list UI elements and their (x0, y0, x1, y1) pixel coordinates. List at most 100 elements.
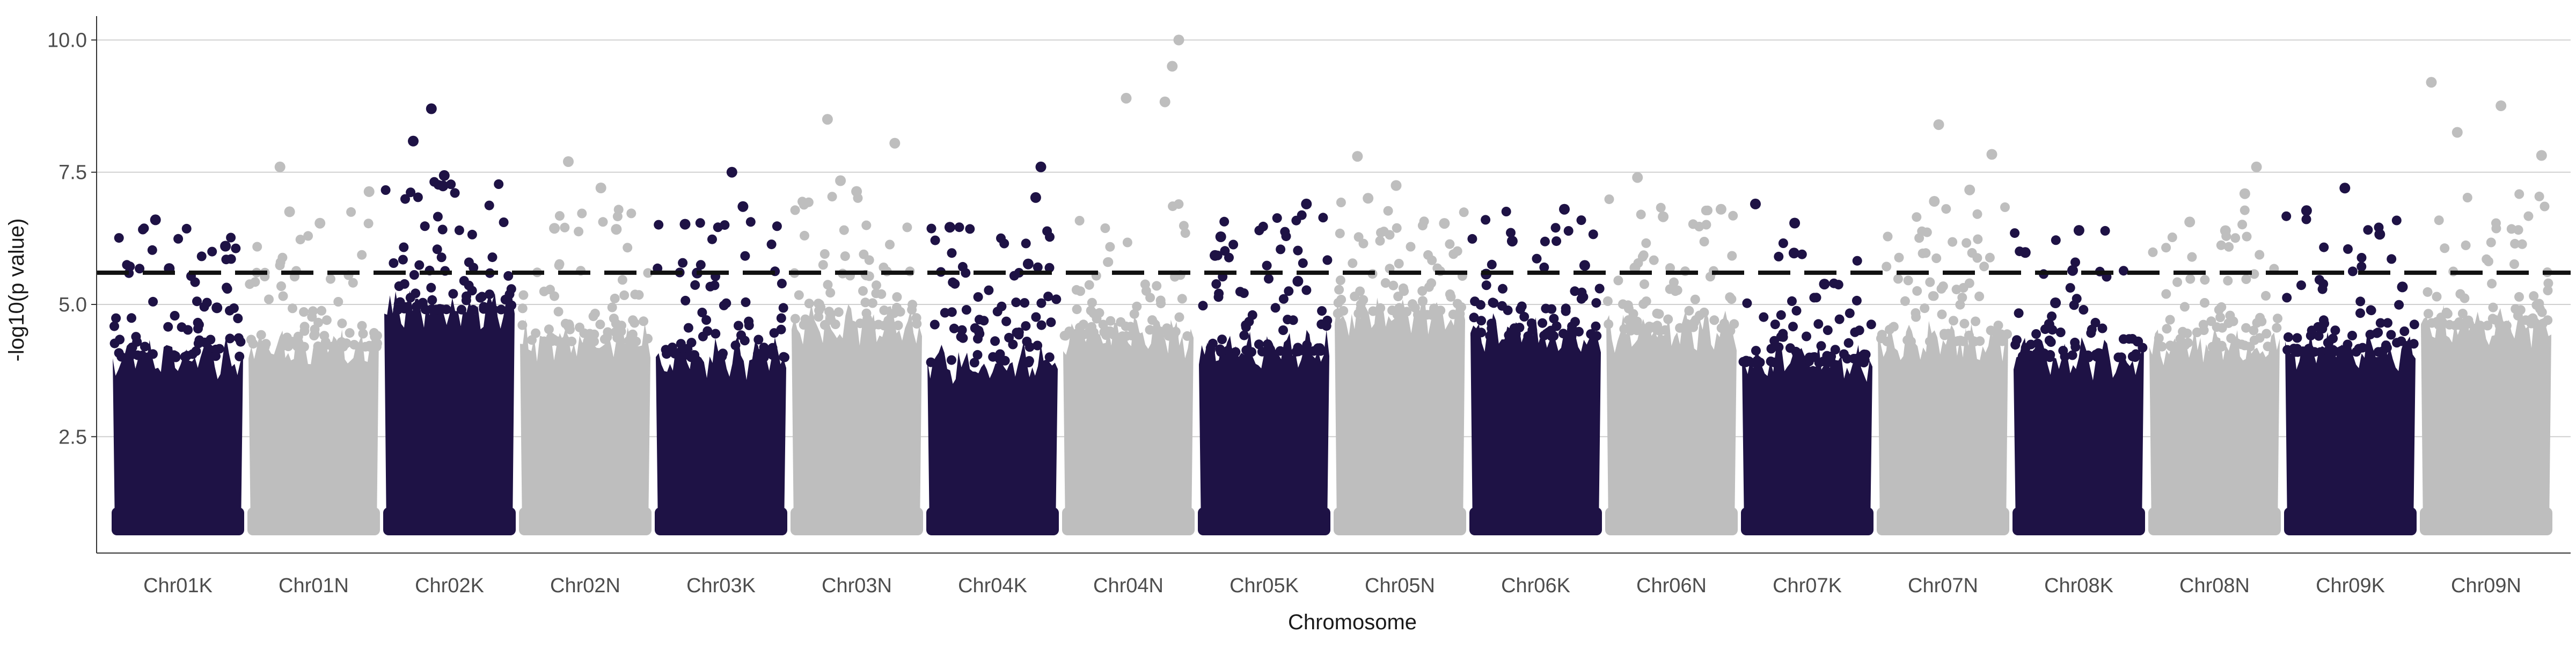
snp-point (1912, 212, 1922, 222)
snp-point (1561, 303, 1571, 314)
snp-peak-point (1750, 198, 1761, 209)
dense-band (1470, 313, 1601, 529)
snp-point (518, 290, 529, 300)
snp-point (2055, 328, 2066, 337)
snp-point (2113, 352, 2124, 362)
snp-point (2000, 202, 2010, 212)
snp-point (803, 197, 814, 207)
snp-point (2487, 279, 2497, 289)
snp-point (313, 341, 323, 351)
snp-point (114, 348, 124, 358)
snp-point (696, 260, 706, 270)
snp-point (544, 324, 554, 335)
snp-point (1766, 344, 1776, 354)
snp-point (719, 300, 729, 310)
snp-point (2010, 228, 2020, 238)
snp-point (461, 295, 471, 306)
snp-point (327, 341, 337, 352)
snp-point (957, 261, 968, 272)
snp-point (457, 304, 466, 315)
snp-point (639, 316, 649, 326)
snp-point (2178, 326, 2188, 337)
snp-point (1809, 293, 1819, 303)
snp-point (485, 289, 495, 300)
snp-point (2157, 341, 2167, 352)
dense-band (520, 319, 651, 529)
snp-peak-point (1715, 203, 1726, 215)
snp-point (467, 229, 477, 239)
snp-point (1974, 292, 1985, 301)
snp-point (1297, 210, 1307, 220)
snp-peak-point (1929, 196, 1940, 207)
snp-point (2323, 338, 2333, 348)
dense-band (113, 336, 244, 529)
snp-point (1688, 219, 1698, 229)
snp-point (2072, 294, 2082, 304)
snp-point (2534, 191, 2544, 201)
snp-point (1072, 304, 1082, 315)
chromosome-cluster-chr06n (1602, 172, 1739, 535)
snp-point (1321, 321, 1331, 331)
snp-point (1417, 296, 1428, 307)
snp-point (1509, 328, 1519, 338)
snp-point (433, 212, 443, 222)
y-tick-label: 5.0 (58, 294, 87, 316)
snp-point (437, 224, 448, 235)
snp-point (2014, 308, 2024, 318)
snp-peak-point (1210, 250, 1220, 261)
snp-point (1033, 340, 1043, 351)
snp-point (454, 225, 464, 235)
snp-point (2475, 321, 2485, 331)
snp-point (276, 281, 286, 291)
snp-point (819, 249, 830, 259)
snp-point (1602, 296, 1613, 306)
snp-point (380, 185, 391, 195)
snp-point (1941, 204, 1951, 214)
snp-point (1604, 194, 1614, 205)
snp-point (2309, 347, 2319, 357)
dense-band (792, 303, 923, 529)
snp-point (357, 321, 367, 331)
snp-point (260, 341, 270, 352)
x-tick-label: Chr02K (415, 575, 484, 597)
snp-point (1882, 261, 1892, 272)
snp-point (839, 225, 849, 235)
snp-point (1045, 232, 1055, 242)
snp-point (496, 304, 506, 315)
snp-point (1105, 326, 1115, 336)
snp-point (2012, 335, 2022, 345)
snp-point (1335, 228, 1345, 238)
snp-peak-point (1292, 275, 1304, 287)
snp-point (1882, 336, 1892, 346)
snp-point (420, 221, 430, 231)
snp-point (1355, 286, 1365, 296)
snp-point (1845, 308, 1855, 318)
dense-band (2149, 327, 2280, 529)
snp-point (1182, 331, 1192, 341)
snp-point (1219, 216, 1230, 227)
snp-point (2282, 345, 2293, 355)
snp-point (484, 304, 494, 315)
snp-point (2241, 274, 2251, 284)
snp-point (1967, 248, 1977, 258)
snp-point (173, 234, 184, 244)
snp-point (560, 222, 570, 232)
snp-point (1759, 312, 1769, 322)
snp-point (2086, 328, 2096, 338)
snp-point (321, 315, 332, 325)
snp-point (2154, 333, 2164, 343)
snp-point (767, 350, 778, 360)
snp-point (1889, 322, 1899, 332)
snp-point (1459, 207, 1469, 217)
snp-point (1829, 278, 1839, 288)
snp-point (1549, 314, 1559, 324)
x-tick-label: Chr07K (1773, 575, 1842, 597)
snp-point (818, 260, 828, 270)
snp-point (2382, 343, 2392, 353)
snp-point (494, 179, 504, 189)
snp-point (2409, 319, 2419, 330)
snp-point (358, 329, 368, 339)
snp-point (643, 333, 653, 344)
snp-point (1376, 228, 1386, 238)
snp-point (345, 328, 355, 338)
